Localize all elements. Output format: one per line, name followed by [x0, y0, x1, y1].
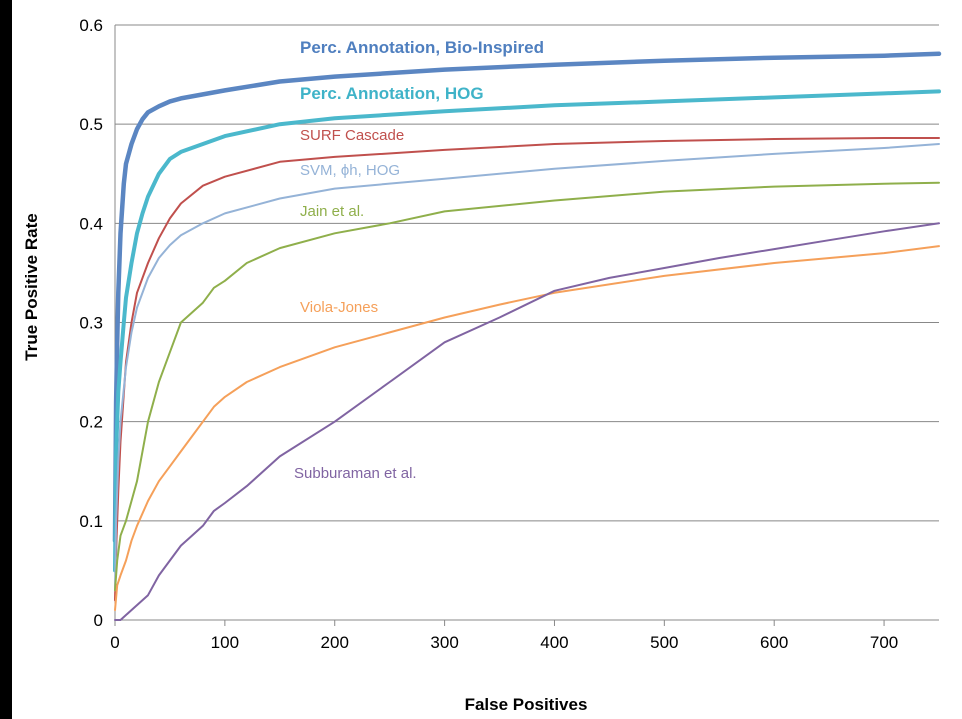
y-axis-title: True Positive Rate [22, 213, 41, 360]
y-tick-label-5: 0.5 [79, 115, 103, 134]
tick-labels: 0 0.1 0.2 0.3 0.4 0.5 0.6 0 100 200 300 400 500 600 70… [79, 16, 898, 652]
x-tick-label-6: 600 [760, 633, 788, 652]
x-tick-label-0: 0 [110, 633, 119, 652]
series-line-6 [114, 222, 940, 621]
x-tick-label-7: 700 [870, 633, 898, 652]
series-line-3 [114, 143, 940, 592]
y-tick-label-0: 0 [94, 611, 103, 630]
y-tick-label-4: 0.4 [79, 214, 103, 233]
y-tick-label-2: 0.2 [79, 413, 103, 432]
series-line-2 [114, 137, 940, 602]
x-tick-label-1: 100 [211, 633, 239, 652]
series-label-perc-hog: Perc. Annotation, HOG [300, 84, 484, 103]
series-label-viola: Viola-Jones [300, 299, 378, 316]
y-tick-label-6: 0.6 [79, 16, 103, 35]
series-line-4 [114, 181, 940, 592]
x-axis-title: False Positives [465, 695, 588, 714]
series-lines [112, 51, 942, 621]
x-tick-label-5: 500 [650, 633, 678, 652]
series-line-1 [113, 89, 941, 573]
series-label-subburaman: Subburaman et al. [294, 465, 417, 482]
tpr-fp-line-chart: 0 0.1 0.2 0.3 0.4 0.5 0.6 0 100 200 300 400 500 600 70… [22, 16, 942, 714]
series-line-5 [114, 245, 940, 612]
x-tick-label-2: 200 [321, 633, 349, 652]
chart-frame: 0 0.1 0.2 0.3 0.4 0.5 0.6 0 100 200 300 400 500 600 70… [12, 0, 962, 719]
y-tick-label-1: 0.1 [79, 512, 103, 531]
series-label-svm: SVM, ϕh, HOG [300, 162, 400, 179]
axes [114, 25, 939, 626]
series-labels: Perc. Annotation, Bio-Inspired Perc. Ann… [294, 38, 544, 482]
series-label-perc-bio: Perc. Annotation, Bio-Inspired [300, 38, 544, 57]
y-tick-label-3: 0.3 [79, 314, 103, 333]
series-line-0 [112, 51, 942, 543]
gridlines [115, 24, 939, 522]
x-tick-label-4: 400 [540, 633, 568, 652]
series-label-surf: SURF Cascade [300, 127, 404, 144]
series-label-jain: Jain et al. [300, 203, 364, 220]
x-tick-label-3: 300 [430, 633, 458, 652]
